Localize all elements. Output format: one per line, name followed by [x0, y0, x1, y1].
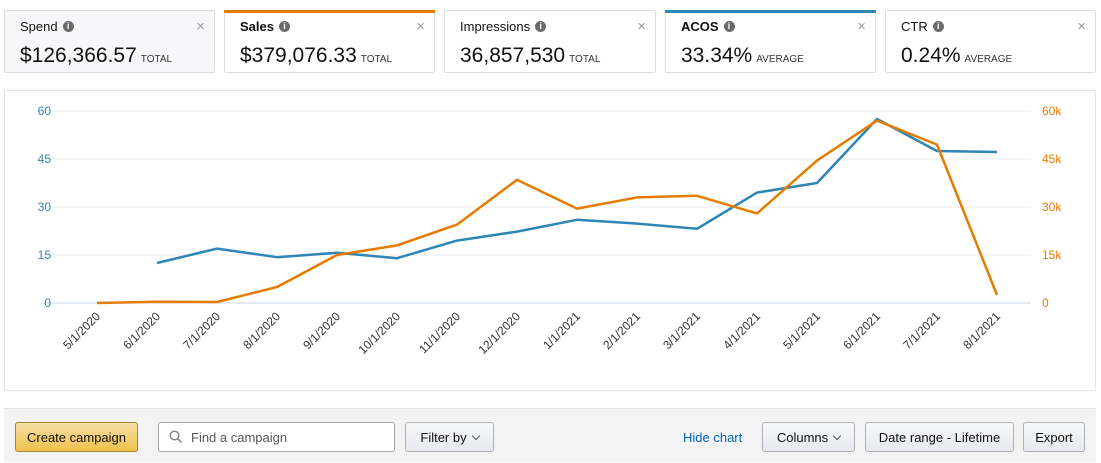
date-range-button[interactable]: Date range - Lifetime	[865, 422, 1014, 452]
performance-chart: 0 15 30 45 60 0 15k 30k 45k 60k 5/1/2020 6/1/2020…	[4, 90, 1096, 391]
search-icon	[169, 430, 183, 444]
chevron-down-icon	[832, 431, 842, 440]
metric-value: 36,857,530	[460, 44, 566, 67]
x-tick-label: 3/1/2021	[660, 309, 703, 352]
metric-aggregate: TOTAL	[360, 54, 393, 65]
x-tick-label: 7/1/2020	[180, 309, 223, 352]
metric-label: ACOS	[681, 19, 719, 34]
metric-aggregate: TOTAL	[140, 54, 173, 65]
x-tick-label: 7/1/2021	[900, 309, 943, 352]
y-left-tick-label: 60	[38, 104, 52, 118]
create-campaign-button[interactable]: Create campaign	[15, 422, 138, 452]
columns-button[interactable]: Columns	[762, 422, 855, 452]
y-left-tick-label: 45	[38, 152, 52, 166]
metric-aggregate: AVERAGE	[756, 54, 804, 65]
y-right-tick-label: 45k	[1042, 152, 1062, 166]
x-tick-label: 5/1/2020	[60, 309, 103, 352]
x-tick-label: 11/1/2020	[416, 309, 463, 356]
info-icon[interactable]: i	[723, 21, 735, 32]
series-line-left	[156, 117, 998, 265]
x-tick-label: 4/1/2021	[720, 309, 763, 352]
info-icon[interactable]: i	[278, 21, 290, 32]
y-left-tick-label: 15	[38, 248, 52, 262]
y-left-tick-label: 0	[44, 296, 51, 310]
close-icon[interactable]: ×	[1077, 18, 1086, 35]
x-tick-label: 5/1/2021	[780, 309, 823, 352]
info-icon[interactable]: i	[535, 21, 547, 32]
metric-card-acos[interactable]: ACOS i × 33.34% AVERAGE	[665, 10, 876, 73]
y-right-tick-label: 60k	[1042, 104, 1062, 118]
info-icon[interactable]: i	[932, 21, 944, 32]
y-right-tick-label: 0	[1042, 296, 1049, 310]
campaign-toolbar: Create campaign Filter by Hide chart Col…	[4, 408, 1096, 462]
y-right-tick-label: 15k	[1042, 248, 1062, 262]
metric-card-sales[interactable]: Sales i × $379,076.33 TOTAL	[224, 10, 435, 73]
columns-label: Columns	[776, 429, 829, 445]
metric-selected-bar	[224, 10, 435, 13]
series-line-right	[96, 119, 999, 305]
x-tick-label: 6/1/2020	[120, 309, 163, 352]
x-tick-label: 10/1/2020	[355, 309, 403, 357]
close-icon[interactable]: ×	[196, 18, 205, 35]
metric-label: CTR	[901, 19, 928, 34]
search-box[interactable]	[158, 422, 395, 452]
x-tick-label: 8/1/2020	[240, 309, 283, 352]
x-tick-label: 9/1/2020	[300, 309, 343, 352]
hide-chart-link[interactable]: Hide chart	[683, 430, 743, 445]
y-right-tick-label: 30k	[1042, 200, 1062, 214]
metric-aggregate: TOTAL	[569, 54, 601, 65]
export-button[interactable]: Export	[1023, 422, 1085, 452]
close-icon[interactable]: ×	[637, 18, 646, 35]
metric-value: 33.34%	[681, 44, 753, 67]
x-tick-label: 6/1/2021	[840, 309, 883, 352]
search-input[interactable]	[189, 427, 389, 447]
metric-card-ctr[interactable]: CTR i × 0.24% AVERAGE	[885, 10, 1096, 73]
x-tick-label: 8/1/2021	[960, 309, 1003, 352]
metric-label: Impressions	[460, 19, 531, 34]
metric-value: 0.24%	[901, 44, 961, 67]
metric-card-spend[interactable]: Spend i × $126,366.57 TOTAL	[4, 10, 215, 73]
info-icon[interactable]: i	[62, 21, 74, 32]
x-tick-label: 2/1/2021	[600, 309, 643, 352]
metric-label: Sales	[240, 19, 274, 34]
y-left-tick-label: 30	[38, 200, 52, 214]
metric-cards: Spend i × $126,366.57 TOTAL Sales i × $379,…	[4, 10, 1096, 73]
metric-value: $379,076.33	[240, 44, 357, 67]
metric-value: $126,366.57	[20, 44, 137, 67]
close-icon[interactable]: ×	[857, 18, 866, 35]
filter-by-button[interactable]: Filter by	[405, 422, 494, 452]
metric-label: Spend	[20, 19, 58, 34]
x-tick-label: 12/1/2020	[475, 309, 523, 357]
chevron-down-icon	[471, 431, 480, 440]
metric-selected-bar	[665, 10, 876, 13]
close-icon[interactable]: ×	[416, 18, 425, 35]
metric-aggregate: AVERAGE	[964, 54, 1013, 65]
metric-card-impressions[interactable]: Impressions i × 36,857,530 TOTAL	[444, 10, 656, 73]
filter-by-label: Filter by	[420, 429, 467, 445]
x-tick-label: 1/1/2021	[540, 309, 583, 352]
